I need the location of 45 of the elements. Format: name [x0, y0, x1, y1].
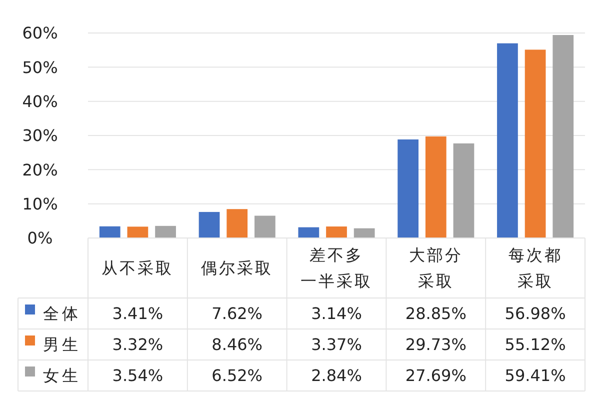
- x-tick-label: 偶尔采取: [201, 258, 274, 278]
- data-label: 56.98%: [504, 304, 566, 324]
- data-label: 3.54%: [112, 366, 164, 386]
- y-tick-label: 20%: [22, 160, 58, 180]
- bar: [254, 216, 276, 238]
- data-label: 3.41%: [112, 304, 164, 324]
- data-label: 6.52%: [212, 366, 263, 386]
- bar: [226, 209, 248, 238]
- y-tick-label: 60%: [22, 24, 58, 43]
- x-tick-label: 每次都采取: [508, 246, 562, 291]
- y-tick-label: 30%: [22, 126, 58, 146]
- data-label: 3.32%: [112, 335, 164, 354]
- bar: [198, 212, 220, 238]
- bar: [497, 43, 518, 238]
- bar: [354, 228, 375, 238]
- data-label: 27.69%: [405, 366, 466, 386]
- x-tick-label: 差不多一半采取: [300, 246, 372, 291]
- bar: [524, 50, 546, 238]
- data-label: 8.46%: [212, 335, 263, 354]
- bar: [425, 136, 446, 238]
- data-label: 3.37%: [311, 335, 362, 354]
- data-label: 28.85%: [405, 304, 466, 324]
- data-label: 59.41%: [504, 366, 566, 386]
- data-label: 55.12%: [504, 335, 566, 354]
- bar: [453, 143, 474, 238]
- bar: [155, 226, 176, 238]
- y-tick-label: 10%: [22, 194, 58, 214]
- legend-label: 女生: [43, 366, 81, 386]
- data-label: 7.62%: [212, 304, 263, 324]
- bar: [552, 35, 574, 238]
- data-label: 3.14%: [311, 304, 362, 324]
- bar: [398, 139, 419, 238]
- bar: [326, 226, 347, 238]
- y-tick-label: 50%: [22, 58, 58, 77]
- y-tick-label: 0%: [27, 228, 53, 248]
- legend-label: 全体: [43, 304, 81, 324]
- legend-label: 男生: [43, 335, 81, 354]
- y-tick-label: 40%: [22, 92, 58, 111]
- data-label: 2.84%: [311, 366, 362, 386]
- bar: [127, 226, 148, 238]
- bar: [298, 227, 320, 238]
- bar: [99, 226, 120, 238]
- x-tick-label: 从不采取: [102, 258, 174, 278]
- x-tick-label: 大部分采取: [408, 246, 463, 291]
- data-label: 29.73%: [405, 335, 466, 354]
